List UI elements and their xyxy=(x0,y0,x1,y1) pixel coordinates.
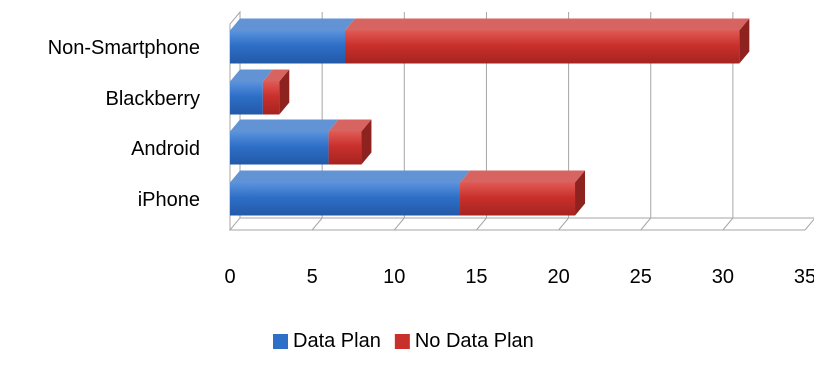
bar-top-iphone-no-data-plan xyxy=(460,170,586,183)
category-label-android: Android xyxy=(131,138,200,160)
x-tick-label: 10 xyxy=(383,266,405,288)
bar-end-android xyxy=(361,119,372,165)
x-tick-label: 30 xyxy=(712,266,734,288)
floor-gridline xyxy=(558,217,569,231)
labels-group: iPhone Android Blackberry Non-Smartphone 0 5 1… xyxy=(48,37,814,288)
bar-top-blackberry-no-data-plan xyxy=(262,69,290,82)
bar-non-smartphone-data-plan xyxy=(230,30,346,64)
category-label-blackberry: Blackberry xyxy=(106,88,200,110)
floor-gridline xyxy=(393,217,405,231)
x-tick-label: 15 xyxy=(465,266,487,288)
floor-gridline xyxy=(311,217,323,231)
bar-android-data-plan xyxy=(230,131,329,165)
bar-blackberry-data-plan xyxy=(230,81,263,115)
bar-non-smartphone-no-data-plan xyxy=(345,30,740,64)
x-tick-label: 25 xyxy=(630,266,652,288)
x-tick-label: 35 xyxy=(794,266,814,288)
bar-iphone-data-plan xyxy=(230,182,461,216)
floor-gridline xyxy=(722,217,734,231)
floor-gridline xyxy=(640,217,652,231)
floor-gridline xyxy=(476,217,487,231)
bar-top-android-data-plan xyxy=(230,119,339,132)
x-tick-label: 0 xyxy=(224,266,235,288)
legend: Data Plan No Data Plan xyxy=(273,330,534,352)
bar-top-non-smartphone-data-plan xyxy=(230,18,356,31)
bar-blackberry-no-data-plan xyxy=(262,81,280,115)
category-label-iphone: iPhone xyxy=(138,189,200,211)
bar-end-non-smartphone xyxy=(739,18,750,64)
x-tick-label: 5 xyxy=(307,266,318,288)
bar-top-blackberry-data-plan xyxy=(230,69,273,82)
bar-end-iphone xyxy=(575,170,586,216)
bar-end-blackberry xyxy=(279,69,290,115)
category-label-non-smartphone: Non-Smartphone xyxy=(48,37,200,59)
bar-top-android-no-data-plan xyxy=(328,119,372,132)
bar-android-no-data-plan xyxy=(328,131,362,165)
legend-label-data-plan: Data Plan xyxy=(293,330,381,352)
bar-top-non-smartphone-no-data-plan xyxy=(345,18,750,31)
x-tick-label: 20 xyxy=(547,266,569,288)
bars-group xyxy=(230,18,750,216)
bar-top-iphone-data-plan xyxy=(230,170,471,183)
legend-swatch-data-plan xyxy=(273,334,288,349)
floor-gridline xyxy=(804,218,814,231)
legend-swatch-no-data-plan xyxy=(394,334,410,349)
legend-label-no-data-plan: No Data Plan xyxy=(415,330,534,352)
bar-iphone-no-data-plan xyxy=(460,182,576,216)
